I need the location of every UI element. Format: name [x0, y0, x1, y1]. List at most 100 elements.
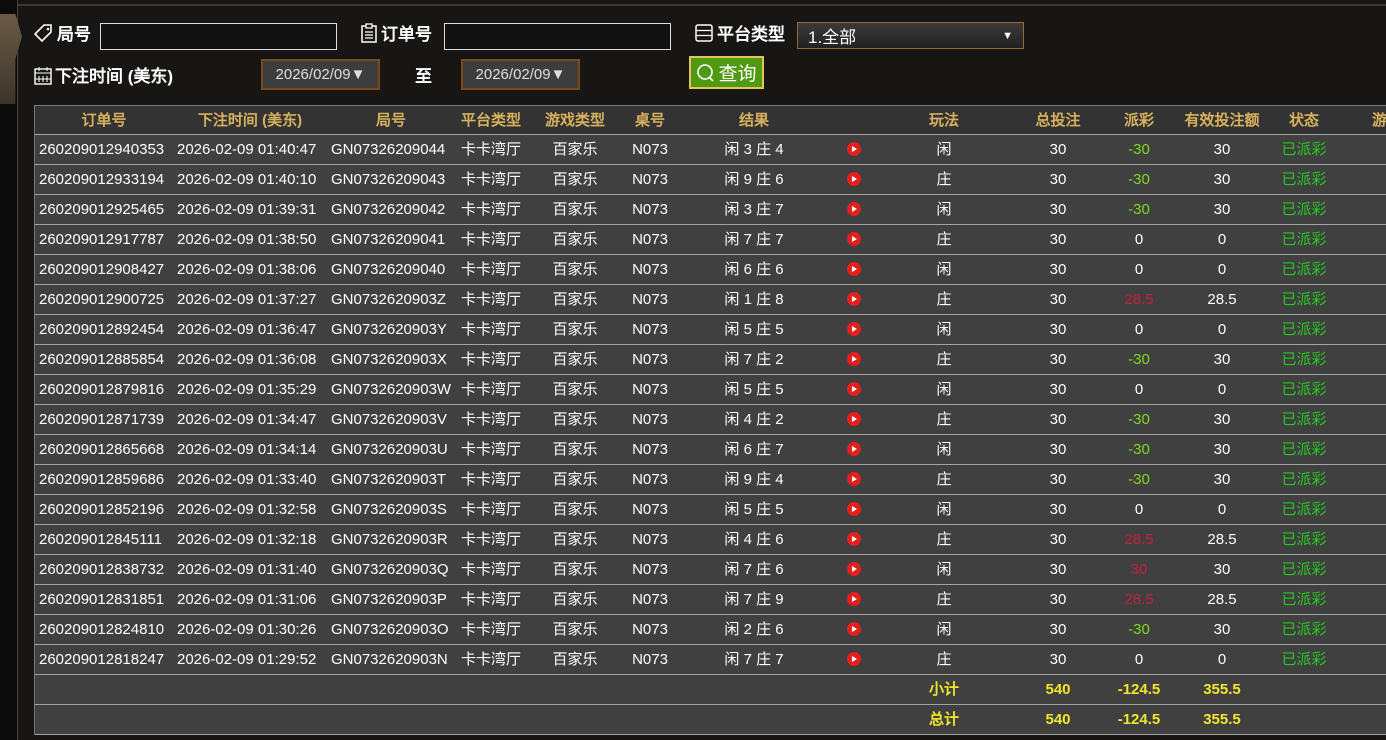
play-icon[interactable] — [847, 562, 861, 577]
order-input[interactable] — [444, 23, 671, 50]
play-icon[interactable] — [847, 232, 861, 247]
platform-cell: 卡卡湾厅 — [460, 411, 521, 428]
table-row: 260209012871739 2026-02-09 01:34:47 GN0732… — [35, 405, 1386, 435]
play-icon[interactable] — [847, 322, 861, 337]
play-icon[interactable] — [847, 412, 861, 427]
bet-type-cell: 庄 — [936, 231, 952, 248]
replay-cell[interactable] — [831, 465, 877, 495]
play-icon[interactable] — [847, 532, 861, 547]
payout-cell: 0 — [1134, 321, 1144, 338]
status-cell: 已派彩 — [1281, 231, 1327, 248]
play-icon[interactable] — [847, 292, 861, 307]
round-no-cell: GN0732620903V — [331, 411, 447, 428]
sidebar-toggle-tab[interactable] — [0, 14, 22, 104]
total-bet-cell: 30 — [1049, 351, 1067, 368]
bet-time-cell: 2026-02-09 01:36:47 — [177, 321, 317, 338]
valid-bet-cell: 30 — [1213, 621, 1231, 638]
replay-cell[interactable] — [831, 615, 877, 645]
replay-cell[interactable] — [831, 195, 877, 225]
result-cell: 闲 6 庄 6 — [724, 261, 784, 278]
valid-bet-cell: 30 — [1213, 141, 1231, 158]
replay-cell[interactable] — [831, 255, 877, 285]
platform-select[interactable]: 1.全部 ▼ — [797, 22, 1024, 49]
play-icon[interactable] — [847, 622, 861, 637]
play-icon[interactable] — [847, 472, 861, 487]
total-bet-cell: 30 — [1049, 261, 1067, 278]
valid-bet-cell: 0 — [1217, 651, 1227, 668]
replay-cell[interactable] — [831, 525, 877, 555]
date-from-picker[interactable]: 2026/02/09▼ — [261, 59, 380, 90]
result-cell: 闲 9 庄 6 — [724, 171, 784, 188]
play-icon[interactable] — [847, 592, 861, 607]
subtotal-label: 小计 — [928, 681, 959, 698]
payout-cell: -30 — [1128, 411, 1150, 428]
to-label: 至 — [415, 67, 432, 86]
round-no-cell: GN0732620903X — [331, 351, 447, 368]
payout-cell: -30 — [1128, 471, 1150, 488]
replay-cell[interactable] — [831, 225, 877, 255]
round-no-cell: GN07326209044 — [331, 141, 446, 158]
play-icon[interactable] — [847, 652, 861, 667]
replay-cell[interactable] — [831, 645, 877, 675]
game-type-cell: 百家乐 — [552, 651, 598, 668]
total-bet-cell: 30 — [1049, 411, 1067, 428]
table-row: 260209012925465 2026-02-09 01:39:31 GN0732… — [35, 195, 1386, 225]
game-cell — [1337, 615, 1386, 645]
platform-cell: 卡卡湾厅 — [460, 231, 521, 248]
tag-icon — [34, 23, 52, 42]
date-to-picker[interactable]: 2026/02/09▼ — [461, 59, 580, 90]
replay-cell[interactable] — [831, 345, 877, 375]
play-icon[interactable] — [847, 352, 861, 367]
replay-cell[interactable] — [831, 495, 877, 525]
payout-cell: 0 — [1134, 231, 1144, 248]
play-icon[interactable] — [847, 382, 861, 397]
status-cell: 已派彩 — [1281, 321, 1327, 338]
total-bet-cell: 30 — [1049, 651, 1067, 668]
platform-cell: 卡卡湾厅 — [460, 201, 521, 218]
left-sidebar — [0, 0, 18, 740]
order-no-cell: 260209012831851 — [39, 591, 165, 608]
valid-bet-cell: 30 — [1213, 171, 1231, 188]
status-cell: 已派彩 — [1281, 561, 1327, 578]
valid-bet-cell: 0 — [1217, 231, 1227, 248]
replay-cell[interactable] — [831, 135, 877, 165]
subtotal-valid-bet: 355.5 — [1203, 681, 1241, 698]
play-icon[interactable] — [847, 202, 861, 217]
valid-bet-cell: 28.5 — [1207, 291, 1237, 308]
order-no-cell: 260209012892454 — [39, 321, 165, 338]
game-type-cell: 百家乐 — [552, 231, 598, 248]
order-no-cell: 260209012859686 — [39, 471, 165, 488]
play-icon[interactable] — [847, 502, 861, 517]
replay-cell[interactable] — [831, 405, 877, 435]
replay-cell[interactable] — [831, 285, 877, 315]
table-no-cell: N073 — [632, 441, 668, 458]
game-type-cell: 百家乐 — [552, 381, 598, 398]
total-bet-cell: 30 — [1049, 201, 1067, 218]
round-no-cell: GN07326209040 — [331, 261, 446, 278]
header-bet-type: 玩法 — [928, 112, 959, 129]
result-cell: 闲 5 庄 5 — [724, 321, 784, 338]
play-icon[interactable] — [847, 172, 861, 187]
play-icon[interactable] — [847, 142, 861, 157]
round-label: 局号 — [34, 20, 91, 45]
table-row: 260209012852196 2026-02-09 01:32:58 GN0732… — [35, 495, 1386, 525]
table-row: 260209012859686 2026-02-09 01:33:40 GN0732… — [35, 465, 1386, 495]
replay-cell[interactable] — [831, 435, 877, 465]
round-no-cell: GN0732620903O — [331, 621, 449, 638]
play-icon[interactable] — [847, 442, 861, 457]
game-cell — [1337, 555, 1386, 585]
table-no-cell: N073 — [632, 561, 668, 578]
round-no-cell: GN07326209042 — [331, 201, 446, 218]
payout-cell: 0 — [1134, 501, 1144, 518]
total-bet-cell: 30 — [1049, 561, 1067, 578]
bet-time-cell: 2026-02-09 01:34:47 — [177, 411, 317, 428]
table-row: 260209012865668 2026-02-09 01:34:14 GN0732… — [35, 435, 1386, 465]
replay-cell[interactable] — [831, 585, 877, 615]
replay-cell[interactable] — [831, 555, 877, 585]
replay-cell[interactable] — [831, 165, 877, 195]
play-icon[interactable] — [847, 262, 861, 277]
query-button[interactable]: 查询 — [689, 56, 764, 89]
replay-cell[interactable] — [831, 375, 877, 405]
replay-cell[interactable] — [831, 315, 877, 345]
round-input[interactable] — [100, 23, 337, 50]
